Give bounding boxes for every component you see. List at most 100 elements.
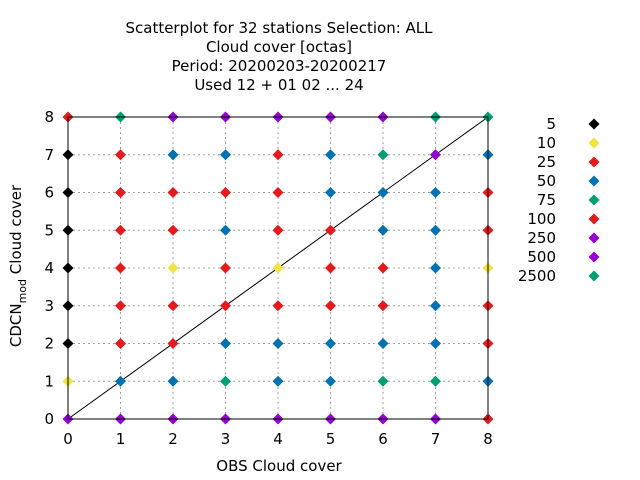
data-point (115, 224, 126, 236)
legend-marker (588, 270, 600, 282)
legend-label: 25 (537, 153, 556, 171)
y-tick-label: 6 (44, 184, 54, 202)
data-point (115, 300, 126, 312)
legend-marker (588, 232, 600, 244)
data-point (167, 149, 179, 161)
data-point (115, 375, 126, 387)
x-tick-label: 0 (63, 430, 73, 448)
y-axis-label: CDCNmod Cloud cover (7, 184, 29, 347)
x-tick-label: 3 (221, 430, 231, 448)
data-point (272, 338, 284, 349)
data-point (167, 187, 179, 198)
x-tick-label: 1 (116, 430, 126, 448)
y-axis-label-rest: Cloud cover (7, 184, 25, 279)
legend-label: 500 (527, 248, 556, 266)
data-point (430, 149, 441, 161)
data-point (377, 187, 389, 198)
data-point (325, 149, 336, 161)
data-point (167, 338, 179, 349)
data-point (430, 187, 441, 198)
legend-label: 50 (537, 172, 556, 190)
title-line-1: Scatterplot for 32 stations Selection: A… (125, 19, 433, 37)
data-point (377, 300, 389, 312)
y-tick-label: 0 (44, 410, 54, 428)
data-point (167, 375, 179, 387)
legend-marker (588, 175, 600, 187)
data-point (220, 149, 231, 161)
data-point (377, 224, 389, 236)
legend-marker (588, 137, 600, 149)
x-tick-label: 8 (483, 430, 493, 448)
data-point (325, 187, 336, 198)
data-point (325, 300, 336, 312)
data-point (377, 149, 389, 161)
y-axis-label-main: CDCN (7, 303, 25, 347)
data-point (325, 262, 336, 274)
data-point (272, 224, 284, 236)
data-point (272, 375, 284, 387)
legend-marker (588, 118, 600, 130)
legend-marker (588, 194, 600, 206)
data-point (220, 224, 231, 236)
x-tick-label: 2 (168, 430, 178, 448)
data-point (220, 375, 231, 387)
data-point (115, 262, 126, 274)
data-point (430, 262, 441, 274)
data-point (272, 300, 284, 312)
data-point (430, 338, 441, 349)
legend-marker (588, 156, 600, 168)
data-point (220, 300, 231, 312)
x-tick-label: 4 (273, 430, 283, 448)
data-point (220, 262, 231, 274)
data-point (430, 300, 441, 312)
data-point (325, 224, 336, 236)
y-tick-label: 5 (44, 221, 54, 239)
data-point (325, 338, 336, 349)
data-point (272, 149, 284, 161)
legend-label: 250 (527, 229, 556, 247)
data-point (430, 224, 441, 236)
y-tick-label: 8 (44, 108, 54, 126)
legend-label: 100 (527, 210, 556, 228)
x-tick-label: 6 (378, 430, 388, 448)
title-line-2: Cloud cover [octas] (206, 38, 352, 56)
x-tick-label: 7 (431, 430, 441, 448)
data-point (167, 300, 179, 312)
y-tick-labels: 0 1 2 3 4 5 6 7 8 (44, 108, 54, 428)
data-point (377, 375, 389, 387)
data-point (115, 187, 126, 198)
y-tick-label: 3 (44, 297, 54, 315)
legend-label: 10 (537, 134, 556, 152)
y-tick-label: 1 (44, 372, 54, 390)
data-point (272, 187, 284, 198)
legend-marker (588, 213, 600, 225)
title-line-4: Used 12 + 01 02 ... 24 (194, 76, 363, 94)
data-point (115, 149, 126, 161)
y-tick-label: 2 (44, 335, 54, 353)
data-point (325, 375, 336, 387)
data-point (167, 262, 179, 274)
data-point (430, 375, 441, 387)
legend-marker (588, 251, 600, 263)
y-tick-label: 4 (44, 259, 54, 277)
x-tick-labels: 0 1 2 3 4 5 6 7 8 (63, 430, 493, 448)
data-point (167, 224, 179, 236)
data-point (377, 262, 389, 274)
data-point (115, 338, 126, 349)
data-point (377, 338, 389, 349)
legend-label: 5 (546, 115, 556, 133)
y-tick-label: 7 (44, 146, 54, 164)
x-tick-label: 5 (326, 430, 336, 448)
title-line-3: Period: 20200203-20200217 (172, 57, 387, 75)
y-axis-label-sub: mod (16, 279, 29, 303)
data-point (220, 338, 231, 349)
data-point (272, 262, 284, 274)
legend-label: 75 (537, 191, 556, 209)
legend-label: 2500 (518, 267, 556, 285)
chart-title: Scatterplot for 32 stations Selection: A… (125, 19, 433, 94)
data-point (220, 187, 231, 198)
x-axis-label: OBS Cloud cover (216, 457, 342, 475)
plot-frame (67, 116, 489, 420)
